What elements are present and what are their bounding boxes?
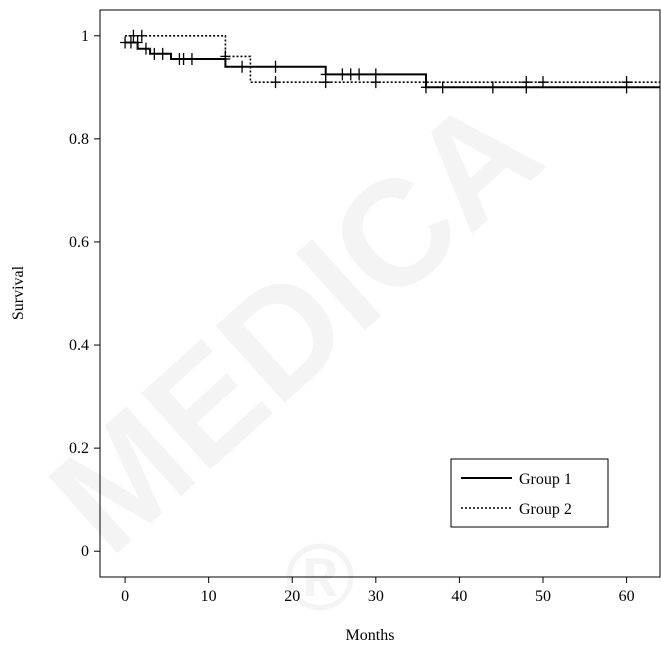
censor-mark-group-1 <box>178 52 189 65</box>
censor-mark-group-2 <box>220 50 231 63</box>
plot-frame <box>99 9 661 578</box>
censor-mark-group-2 <box>537 76 548 89</box>
x-tick-label: 0 <box>121 588 129 605</box>
censor-mark-group-1 <box>140 42 151 55</box>
watermark-symbol: ® <box>285 525 355 631</box>
legend-label-group-1: Group 1 <box>519 471 572 488</box>
series-line-group-2 <box>125 34 660 83</box>
x-tick-label: 20 <box>284 588 300 605</box>
censor-mark-group-2 <box>270 76 281 89</box>
censor-mark-group-2 <box>136 29 147 42</box>
series-layer <box>120 29 660 94</box>
censor-mark-group-1 <box>345 68 356 81</box>
y-axis-title: Survival <box>10 265 27 320</box>
censor-mark-group-1 <box>132 36 143 49</box>
censor-mark-group-1 <box>420 81 431 94</box>
x-tick-label: 60 <box>619 588 635 605</box>
y-tick-label: 0.8 <box>69 131 89 148</box>
x-tick-label: 30 <box>368 588 384 605</box>
x-axis-title: Months <box>346 627 395 644</box>
censor-mark-group-1 <box>487 81 498 94</box>
watermark: MEDICA ® <box>19 63 571 631</box>
censor-mark-group-1 <box>354 68 365 81</box>
y-tick-label: 0 <box>81 543 89 560</box>
y-tick-label: 0.2 <box>69 440 89 457</box>
censor-mark-group-1 <box>337 68 348 81</box>
x-tick-label: 50 <box>535 588 551 605</box>
y-axis: 0 0.2 0.4 0.6 0.8 1 <box>69 28 100 560</box>
y-tick-label: 0.4 <box>69 337 89 354</box>
x-tick-label: 10 <box>201 588 217 605</box>
censor-mark-group-1 <box>437 81 448 94</box>
censor-mark-group-1 <box>237 60 248 73</box>
y-tick-label: 0.6 <box>69 234 89 251</box>
censor-mark-group-2 <box>621 76 632 89</box>
x-tick-label: 40 <box>451 588 467 605</box>
x-axis: 0 10 20 30 40 50 60 <box>121 577 635 605</box>
censor-mark-group-2 <box>128 29 139 42</box>
legend-box <box>450 458 609 528</box>
censor-mark-group-2 <box>521 76 532 89</box>
censor-mark-group-1 <box>186 52 197 65</box>
censor-mark-group-1 <box>157 47 168 60</box>
censor-mark-group-2 <box>320 76 331 89</box>
series-line-group-1 <box>125 41 660 89</box>
censor-mark-group-1 <box>149 47 160 60</box>
y-tick-label: 1 <box>81 28 89 45</box>
censor-mark-group-2 <box>370 76 381 89</box>
legend: Group 1 Group 2 <box>450 458 609 528</box>
legend-label-group-2: Group 2 <box>519 501 572 518</box>
censor-mark-group-1 <box>270 60 281 73</box>
